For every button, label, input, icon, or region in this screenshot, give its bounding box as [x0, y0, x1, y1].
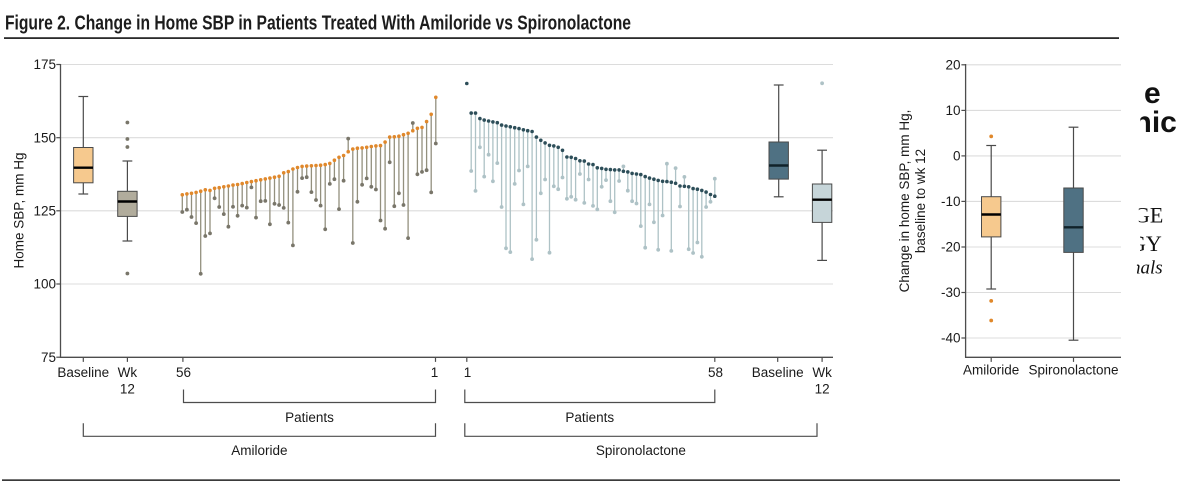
svg-text:Spironolactone: Spironolactone — [596, 443, 686, 458]
svg-text:1: 1 — [431, 365, 439, 380]
svg-text:Baseline: Baseline — [752, 365, 804, 380]
svg-text:-30: -30 — [941, 285, 961, 300]
svg-text:nals: nals — [1131, 257, 1163, 278]
svg-text:12: 12 — [120, 382, 135, 397]
svg-text:e: e — [1144, 77, 1161, 110]
svg-text:baseline to wk 12: baseline to wk 12 — [913, 149, 928, 253]
svg-text:GE: GE — [1134, 203, 1163, 228]
svg-text:12: 12 — [815, 382, 830, 397]
svg-text:0: 0 — [953, 149, 961, 164]
svg-text:1: 1 — [464, 365, 472, 380]
svg-text:58: 58 — [708, 365, 723, 380]
svg-text:175: 175 — [33, 57, 56, 72]
svg-text:10: 10 — [945, 103, 960, 118]
svg-text:-20: -20 — [941, 240, 961, 255]
svg-text:Home SBP, mm Hg: Home SBP, mm Hg — [12, 152, 27, 268]
svg-text:-10: -10 — [941, 194, 961, 209]
svg-text:100: 100 — [33, 277, 56, 292]
svg-text:75: 75 — [41, 350, 56, 365]
svg-text:Patients: Patients — [285, 410, 334, 425]
svg-text:nic: nic — [1134, 106, 1177, 139]
svg-text:Wk: Wk — [812, 365, 832, 380]
svg-text:Change in home SBP, mm Hg,: Change in home SBP, mm Hg, — [897, 110, 912, 293]
svg-text:Patients: Patients — [565, 410, 614, 425]
svg-text:-40: -40 — [941, 331, 961, 346]
svg-text:150: 150 — [33, 130, 56, 145]
svg-text:Amiloride: Amiloride — [963, 363, 1019, 378]
svg-text:56: 56 — [176, 365, 191, 380]
svg-text:125: 125 — [33, 203, 56, 218]
svg-text:20: 20 — [945, 57, 960, 72]
svg-text:Figure 2. Change in Home SBP i: Figure 2. Change in Home SBP in Patients… — [5, 13, 631, 35]
svg-text:Amiloride: Amiloride — [231, 443, 287, 458]
svg-text:Spironolactone: Spironolactone — [1028, 363, 1118, 378]
svg-text:Wk: Wk — [118, 365, 138, 380]
svg-text:Baseline: Baseline — [57, 365, 109, 380]
